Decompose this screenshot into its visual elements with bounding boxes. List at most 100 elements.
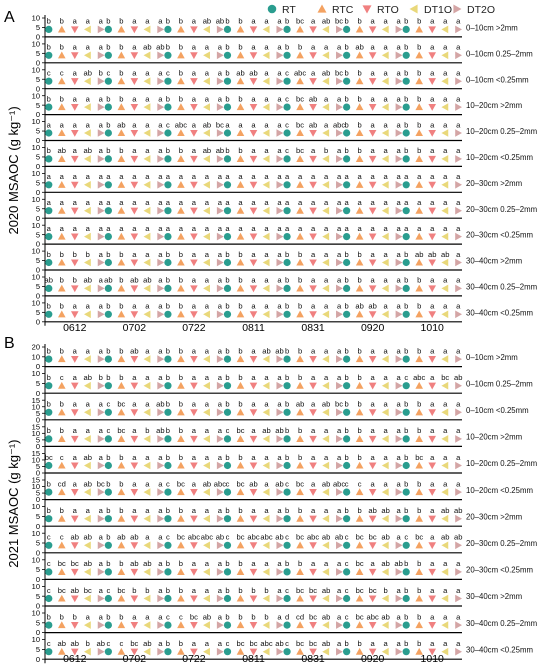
rto-point — [249, 207, 258, 215]
significance-label: ab — [203, 479, 211, 488]
significance-label: a — [218, 302, 223, 311]
rto-point — [190, 542, 198, 550]
dt1o-point — [262, 155, 270, 163]
significance-label: a — [192, 479, 197, 488]
rtc-point — [355, 568, 364, 575]
significance-label: a — [132, 250, 137, 259]
rt-point — [223, 621, 232, 629]
dt1o-point — [143, 408, 151, 417]
significance-label: c — [60, 533, 64, 542]
dt2o-point — [395, 232, 403, 241]
significance-label: a — [99, 120, 104, 129]
rt-point — [402, 541, 410, 549]
rt-point — [343, 408, 351, 416]
significance-label: a — [218, 506, 223, 515]
rto-point — [368, 129, 377, 137]
significance-label: a — [277, 276, 282, 285]
dt1o-point — [322, 25, 330, 34]
significance-label: a — [371, 400, 376, 409]
significance-label: a — [158, 346, 163, 355]
dt2o-point — [157, 514, 165, 523]
rt-point — [104, 155, 112, 163]
rt-point — [223, 77, 232, 85]
significance-label: b — [345, 373, 349, 382]
y-tick-label: 20 — [32, 343, 40, 352]
dt1o-point — [381, 25, 389, 34]
y-tick-label: 5 — [36, 592, 40, 601]
dt2o-point — [455, 355, 463, 363]
dt1o-point — [262, 355, 270, 363]
rtc-point — [117, 206, 126, 214]
rto-point — [428, 648, 437, 656]
row-label: 20–30cm <0.25mm — [466, 231, 533, 240]
significance-label: a — [251, 172, 256, 181]
rto-point — [368, 78, 377, 85]
rto-point — [428, 233, 437, 241]
significance-label: a — [86, 172, 91, 181]
significance-label: a — [443, 224, 448, 233]
rtc-point — [296, 541, 304, 549]
significance-label: b — [119, 69, 123, 78]
significance-label: b — [384, 586, 388, 595]
rt-point — [402, 515, 410, 523]
significance-label: b — [119, 612, 123, 621]
rt-point — [223, 488, 232, 496]
significance-label: b — [145, 426, 149, 435]
significance-label: a — [311, 146, 316, 155]
significance-label: c — [285, 120, 289, 129]
y-tick-label: 5 — [36, 153, 40, 162]
significance-label: a — [238, 172, 243, 181]
significance-label: a — [371, 373, 376, 382]
dt1o-point — [441, 488, 449, 496]
x-category-label: 1010 — [421, 653, 445, 665]
legend-label: RT — [282, 4, 296, 16]
y-tick-label: 0 — [36, 628, 40, 637]
rt-point — [402, 382, 410, 390]
significance-label: a — [145, 302, 150, 311]
significance-label: bc — [117, 586, 125, 595]
row-label: 0–10cm >2mm — [466, 23, 518, 32]
dt1o-point — [381, 408, 389, 417]
row-label: 10–20cm 0.25–2mm — [466, 459, 537, 468]
dt2o-point — [395, 541, 403, 550]
rtc-point — [236, 435, 245, 442]
significance-label: a — [397, 198, 402, 207]
rtc-point — [355, 355, 364, 363]
significance-label: a — [86, 198, 91, 207]
dt1o-point — [83, 129, 91, 137]
rto-point — [190, 155, 198, 163]
significance-label: a — [73, 506, 78, 515]
dt2o-point — [455, 461, 463, 470]
significance-label: b — [106, 302, 110, 311]
significance-label: a — [73, 302, 78, 311]
dt1o-point — [322, 284, 330, 293]
significance-label: b — [345, 94, 349, 103]
significance-label: a — [179, 172, 184, 181]
dt1o-point — [381, 103, 389, 111]
dt2o-point — [455, 568, 463, 576]
y-tick-label: 0 — [36, 442, 40, 451]
significance-label: a — [145, 17, 150, 26]
significance-label: a — [218, 69, 223, 78]
y-tick-label: 10 — [32, 299, 40, 308]
significance-label: a — [430, 94, 435, 103]
significance-label: b — [73, 250, 77, 259]
significance-label: a — [192, 94, 197, 103]
significance-label: a — [277, 69, 282, 78]
significance-label: b — [345, 146, 349, 155]
rto-point — [70, 129, 79, 137]
significance-label: a — [132, 120, 137, 129]
y-tick-label: 0 — [36, 292, 40, 301]
rtc-point — [177, 435, 185, 442]
dt1o-point — [322, 129, 330, 137]
rt-point — [283, 541, 291, 549]
significance-label: a — [86, 224, 91, 233]
significance-label: bc — [369, 586, 377, 595]
rtc-point — [296, 232, 304, 240]
significance-label: ab — [368, 302, 376, 311]
dt2o-point — [336, 232, 343, 241]
significance-label: a — [264, 506, 269, 515]
